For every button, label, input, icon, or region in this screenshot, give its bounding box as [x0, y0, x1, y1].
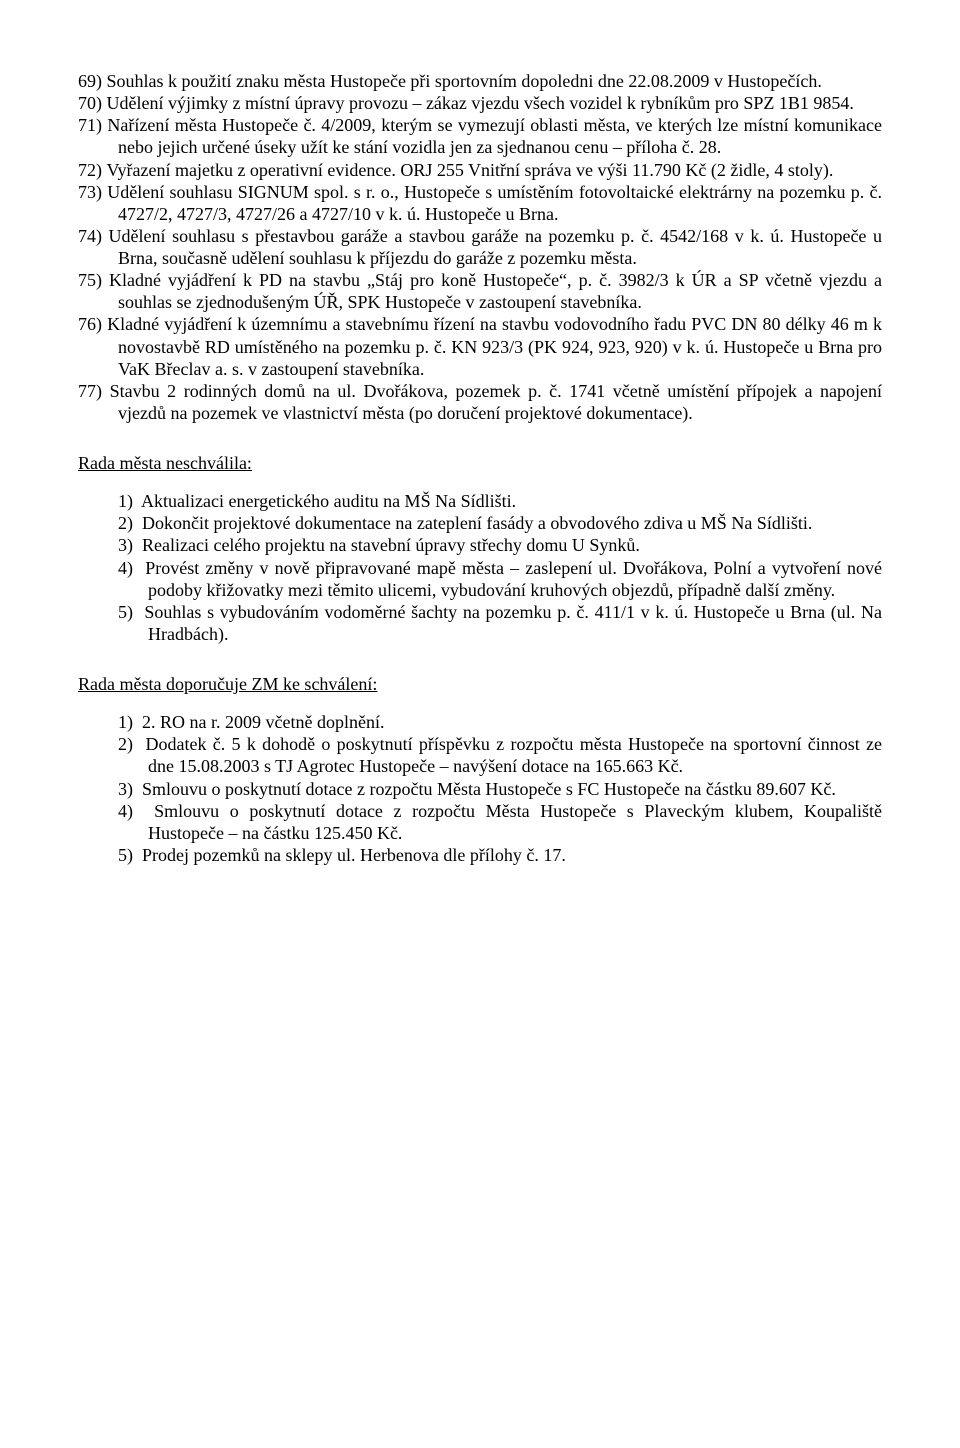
list-item: 72) Vyřazení majetku z operativní eviden… [78, 159, 882, 181]
list-item: 2) Dodatek č. 5 k dohodě o poskytnutí př… [118, 733, 882, 777]
neschvalila-list: 1) Aktualizaci energetického auditu na M… [118, 490, 882, 645]
section-heading-neschvalila: Rada města neschválila: [78, 452, 882, 474]
list-item: 4) Provést změny v nově připravované map… [118, 557, 882, 601]
main-list: 69) Souhlas k použití znaku města Hustop… [78, 70, 882, 424]
list-item: 5) Prodej pozemků na sklepy ul. Herbenov… [118, 844, 882, 866]
list-item: 75) Kladné vyjádření k PD na stavbu „Stá… [78, 269, 882, 313]
list-item: 3) Realizaci celého projektu na stavební… [118, 534, 882, 556]
list-item: 77) Stavbu 2 rodinných domů na ul. Dvořá… [78, 380, 882, 424]
list-item: 73) Udělení souhlasu SIGNUM spol. s r. o… [78, 181, 882, 225]
list-item: 69) Souhlas k použití znaku města Hustop… [78, 70, 882, 92]
doporucuje-list: 1) 2. RO na r. 2009 včetně doplnění. 2) … [118, 711, 882, 866]
section-heading-doporucuje: Rada města doporučuje ZM ke schválení: [78, 673, 882, 695]
list-item: 3) Smlouvu o poskytnutí dotace z rozpočt… [118, 778, 882, 800]
list-item: 74) Udělení souhlasu s přestavbou garáže… [78, 225, 882, 269]
list-item: 76) Kladné vyjádření k územnímu a staveb… [78, 313, 882, 379]
list-item: 1) Aktualizaci energetického auditu na M… [118, 490, 882, 512]
list-item: 4) Smlouvu o poskytnutí dotace z rozpočt… [118, 800, 882, 844]
list-item: 71) Nařízení města Hustopeče č. 4/2009, … [78, 114, 882, 158]
list-item: 1) 2. RO na r. 2009 včetně doplnění. [118, 711, 882, 733]
list-item: 5) Souhlas s vybudováním vodoměrné šacht… [118, 601, 882, 645]
list-item: 70) Udělení výjimky z místní úpravy prov… [78, 92, 882, 114]
list-item: 2) Dokončit projektové dokumentace na za… [118, 512, 882, 534]
